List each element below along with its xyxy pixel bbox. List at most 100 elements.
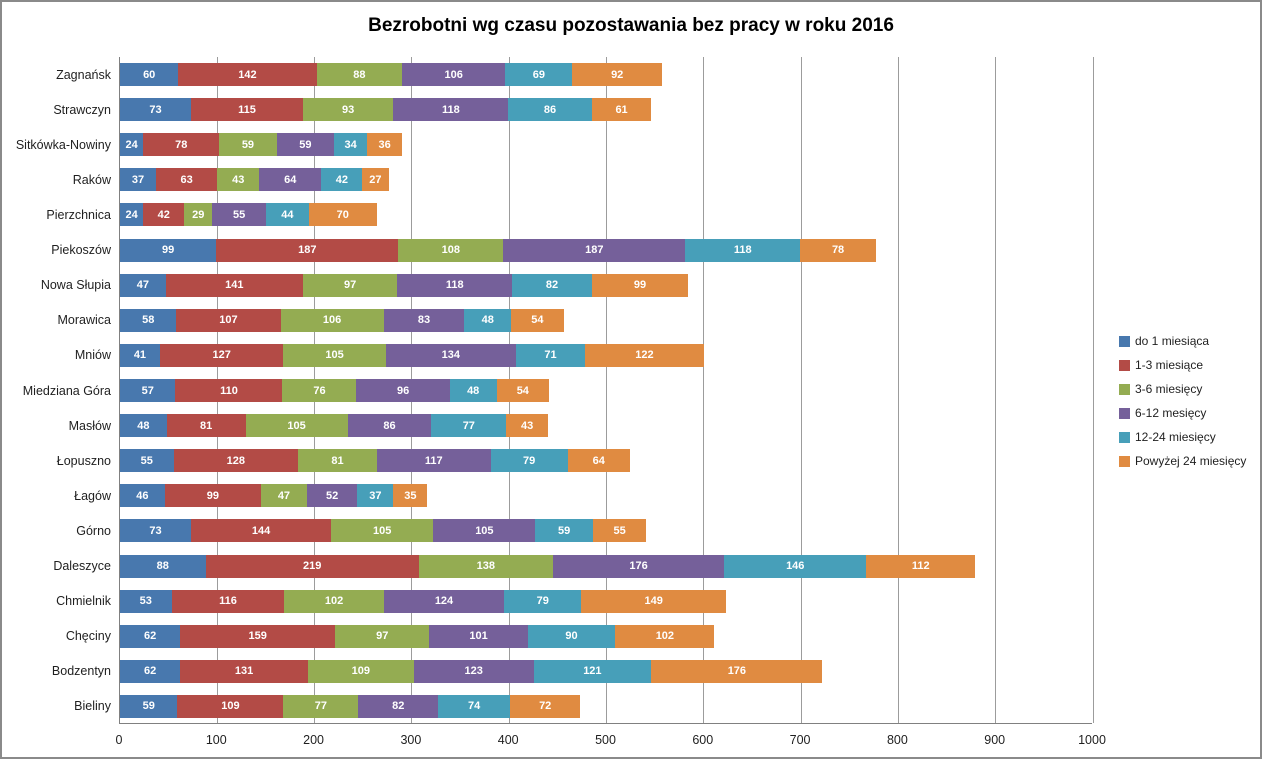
category-label: Chęciny <box>65 629 111 644</box>
bar-value-label: 72 <box>539 700 552 713</box>
bar-value-label: 110 <box>220 384 238 397</box>
bar-segment: 115 <box>191 98 303 122</box>
bar-value-label: 34 <box>344 138 357 151</box>
bar-value-label: 99 <box>162 244 175 257</box>
bar-value-label: 96 <box>397 384 410 397</box>
category-label: Morawica <box>57 313 112 328</box>
bar-value-label: 112 <box>911 560 930 573</box>
legend-swatch-icon <box>1119 407 1130 419</box>
bar-segment: 59 <box>535 519 593 543</box>
x-tick-label: 500 <box>595 733 616 747</box>
bar-segment: 62 <box>120 659 181 683</box>
bar-segment: 74 <box>438 694 511 718</box>
bar-value-label: 146 <box>786 560 805 573</box>
bar-segment: 24 <box>120 133 144 157</box>
category-label: Łagów <box>74 488 111 503</box>
bar-segment: 78 <box>143 133 220 157</box>
bar-segment: 58 <box>120 308 177 332</box>
gridline <box>606 57 607 723</box>
category-label: Pierzchnica <box>46 207 111 222</box>
bar-value-label: 219 <box>302 560 322 573</box>
bar-segment: 99 <box>120 238 217 262</box>
bar-segment: 81 <box>166 414 246 438</box>
bar-row: 57 110 76 96 48 54 <box>120 379 1093 402</box>
bar-segment: 176 <box>651 659 823 683</box>
bar-value-label: 90 <box>565 630 578 643</box>
bar-value-label: 118 <box>733 244 752 257</box>
x-tick-label: 400 <box>497 733 519 747</box>
bar-value-label: 47 <box>136 279 149 292</box>
legend-swatch-icon <box>1119 335 1130 347</box>
bar-value-label: 55 <box>613 524 626 537</box>
legend-item: 12-24 miesięcy <box>1119 425 1246 449</box>
bar-segment: 149 <box>581 589 727 613</box>
bar-row: 41 127 105 134 71 122 <box>120 343 1093 367</box>
bar-segment: 105 <box>433 519 536 543</box>
bar-segment: 52 <box>306 484 358 508</box>
x-tick-label: 100 <box>205 733 227 747</box>
bar-value-label: 64 <box>592 454 605 467</box>
bar-segment: 57 <box>120 379 176 402</box>
bar-value-label: 88 <box>156 560 169 573</box>
bar-value-label: 70 <box>336 208 349 221</box>
bar-value-label: 29 <box>192 208 205 221</box>
bar-value-label: 24 <box>125 208 138 221</box>
bar-value-label: 76 <box>313 384 326 397</box>
bar-value-label: 24 <box>125 138 138 151</box>
bar-row: 24 42 29 55 44 70 <box>120 203 1093 227</box>
bar-segment: 72 <box>510 694 581 718</box>
bar-value-label: 118 <box>445 279 464 292</box>
bar-value-label: 108 <box>441 244 460 257</box>
bar-segment: 102 <box>615 624 715 648</box>
bar-segment: 36 <box>367 133 403 157</box>
category-label: Mniów <box>74 348 111 363</box>
bar-segment: 108 <box>398 238 504 262</box>
x-tick-label: 600 <box>692 733 714 747</box>
bar-segment: 109 <box>177 694 284 718</box>
gridline <box>995 57 997 723</box>
bar-segment: 48 <box>464 308 512 332</box>
bar-segment: 101 <box>429 624 528 648</box>
bar-segment: 106 <box>280 308 384 332</box>
gridline <box>1092 57 1094 723</box>
bar-segment: 43 <box>506 414 549 438</box>
bar-value-label: 55 <box>233 208 246 221</box>
bar-segment: 117 <box>376 449 491 473</box>
bar-value-label: 97 <box>376 630 389 643</box>
bar-value-label: 81 <box>331 454 344 467</box>
gridline <box>703 57 705 723</box>
bar-row: 46 99 47 52 37 35 <box>120 484 1093 508</box>
bar-segment: 53 <box>120 589 172 613</box>
x-tick-label: 300 <box>400 733 422 747</box>
bar-value-label: 86 <box>543 103 557 116</box>
bar-value-label: 109 <box>221 700 240 713</box>
bar-segment: 59 <box>276 133 335 157</box>
x-tick-label: 900 <box>984 733 1006 747</box>
bar-segment: 121 <box>533 659 652 683</box>
bar-value-label: 37 <box>131 173 145 186</box>
bar-segment: 128 <box>173 449 299 473</box>
legend-swatch-icon <box>1119 383 1130 395</box>
bar-segment: 146 <box>724 554 867 578</box>
bar-segment: 60 <box>120 63 179 87</box>
category-label: Bodzentyn <box>51 664 111 679</box>
bar-segment: 118 <box>397 273 513 297</box>
bar-value-label: 48 <box>137 419 150 432</box>
bar-segment: 55 <box>592 519 647 543</box>
bar-value-label: 144 <box>251 524 271 537</box>
bar-segment: 47 <box>120 273 166 297</box>
bar-value-label: 107 <box>219 314 238 327</box>
bar-value-label: 57 <box>141 384 154 397</box>
bar-value-label: 35 <box>404 489 417 502</box>
bar-value-label: 101 <box>469 630 488 643</box>
bar-value-label: 128 <box>226 454 245 467</box>
bar-segment: 79 <box>490 449 568 473</box>
bar-segment: 99 <box>164 484 262 508</box>
bar-row: 58 107 106 83 48 54 <box>120 308 1093 332</box>
bar-value-label: 42 <box>157 208 170 221</box>
bar-segment: 41 <box>120 343 160 367</box>
category-label: Masłów <box>68 418 111 433</box>
bar-segment: 142 <box>178 63 317 87</box>
bar-value-label: 63 <box>180 173 193 186</box>
bar-value-label: 78 <box>175 138 188 151</box>
